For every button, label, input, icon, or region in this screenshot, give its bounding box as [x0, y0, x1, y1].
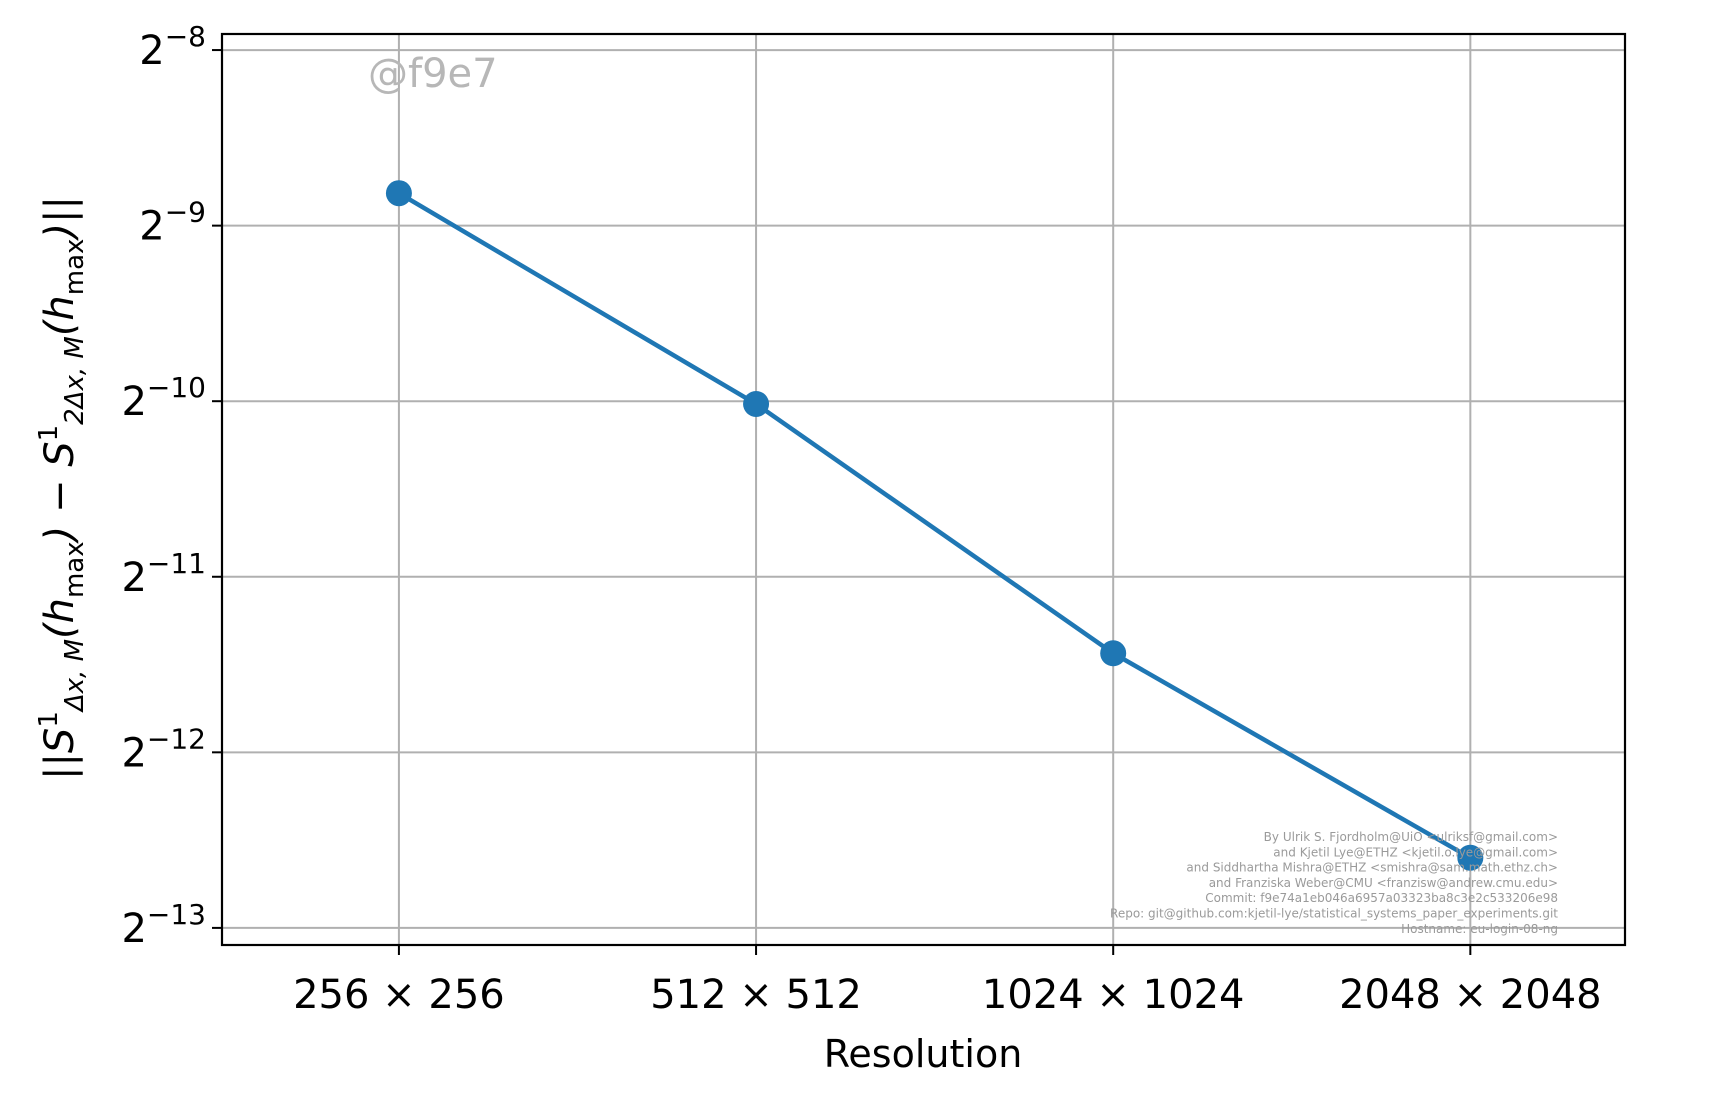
axes-frame	[220, 32, 1627, 947]
data-point-0	[385, 180, 412, 207]
y-tick-label-0: 2−8	[139, 20, 206, 74]
y-tick-label-3: 2−11	[121, 547, 206, 601]
credit-line-0: By Ulrik S. Fjordholm@UiO <ulriksf@gmail…	[1264, 830, 1558, 844]
plot-marks	[385, 180, 1484, 871]
y-tick-label-2: 2−10	[121, 371, 206, 425]
x-axis: 256 × 256 512 × 512 1024 × 1024 2048 × 2048	[293, 945, 1602, 1018]
series-line-0	[397, 191, 1472, 860]
credit-line-6: Hostname: eu-login-08-ng	[1401, 922, 1558, 936]
y-tick-label-1: 2−9	[139, 196, 206, 250]
y-axis-label: ||S1Δx, M(hmax) − S12Δx, M(hmax)||	[34, 196, 90, 780]
y-tick-label-4: 2−12	[121, 722, 206, 776]
data-point-3	[1457, 844, 1484, 871]
credit-line-3: and Franziska Weber@CMU <franzisw@andrew…	[1209, 876, 1558, 890]
y-axis: 2−8 2−9 2−10 2−11 2−12 2−13	[121, 20, 222, 952]
x-tick-label-2: 1024 × 1024	[982, 972, 1245, 1018]
data-point-2	[1100, 640, 1127, 667]
grid	[222, 34, 1625, 945]
x-tick-label-0: 256 × 256	[293, 972, 505, 1018]
credit-line-5: Repo: git@github.com:kjetil-lye/statisti…	[1110, 907, 1558, 921]
credit-line-1: and Kjetil Lye@ETHZ <kjetil.o.lye@gmail.…	[1273, 845, 1558, 859]
data-point-1	[743, 390, 770, 417]
credit-line-4: Commit: f9e74a1eb046a6957a03323ba8c3e2c5…	[1205, 891, 1558, 905]
credits-block: By Ulrik S. Fjordholm@UiO <ulriksf@gmail…	[1110, 830, 1558, 936]
y-tick-label-5: 2−13	[121, 898, 206, 952]
watermark: @f9e7	[368, 51, 498, 97]
x-tick-label-1: 512 × 512	[650, 972, 862, 1018]
credit-line-2: and Siddhartha Mishra@ETHZ <smishra@sam.…	[1186, 861, 1558, 875]
x-tick-label-3: 2048 × 2048	[1339, 972, 1602, 1018]
x-axis-label: Resolution	[824, 1032, 1023, 1076]
